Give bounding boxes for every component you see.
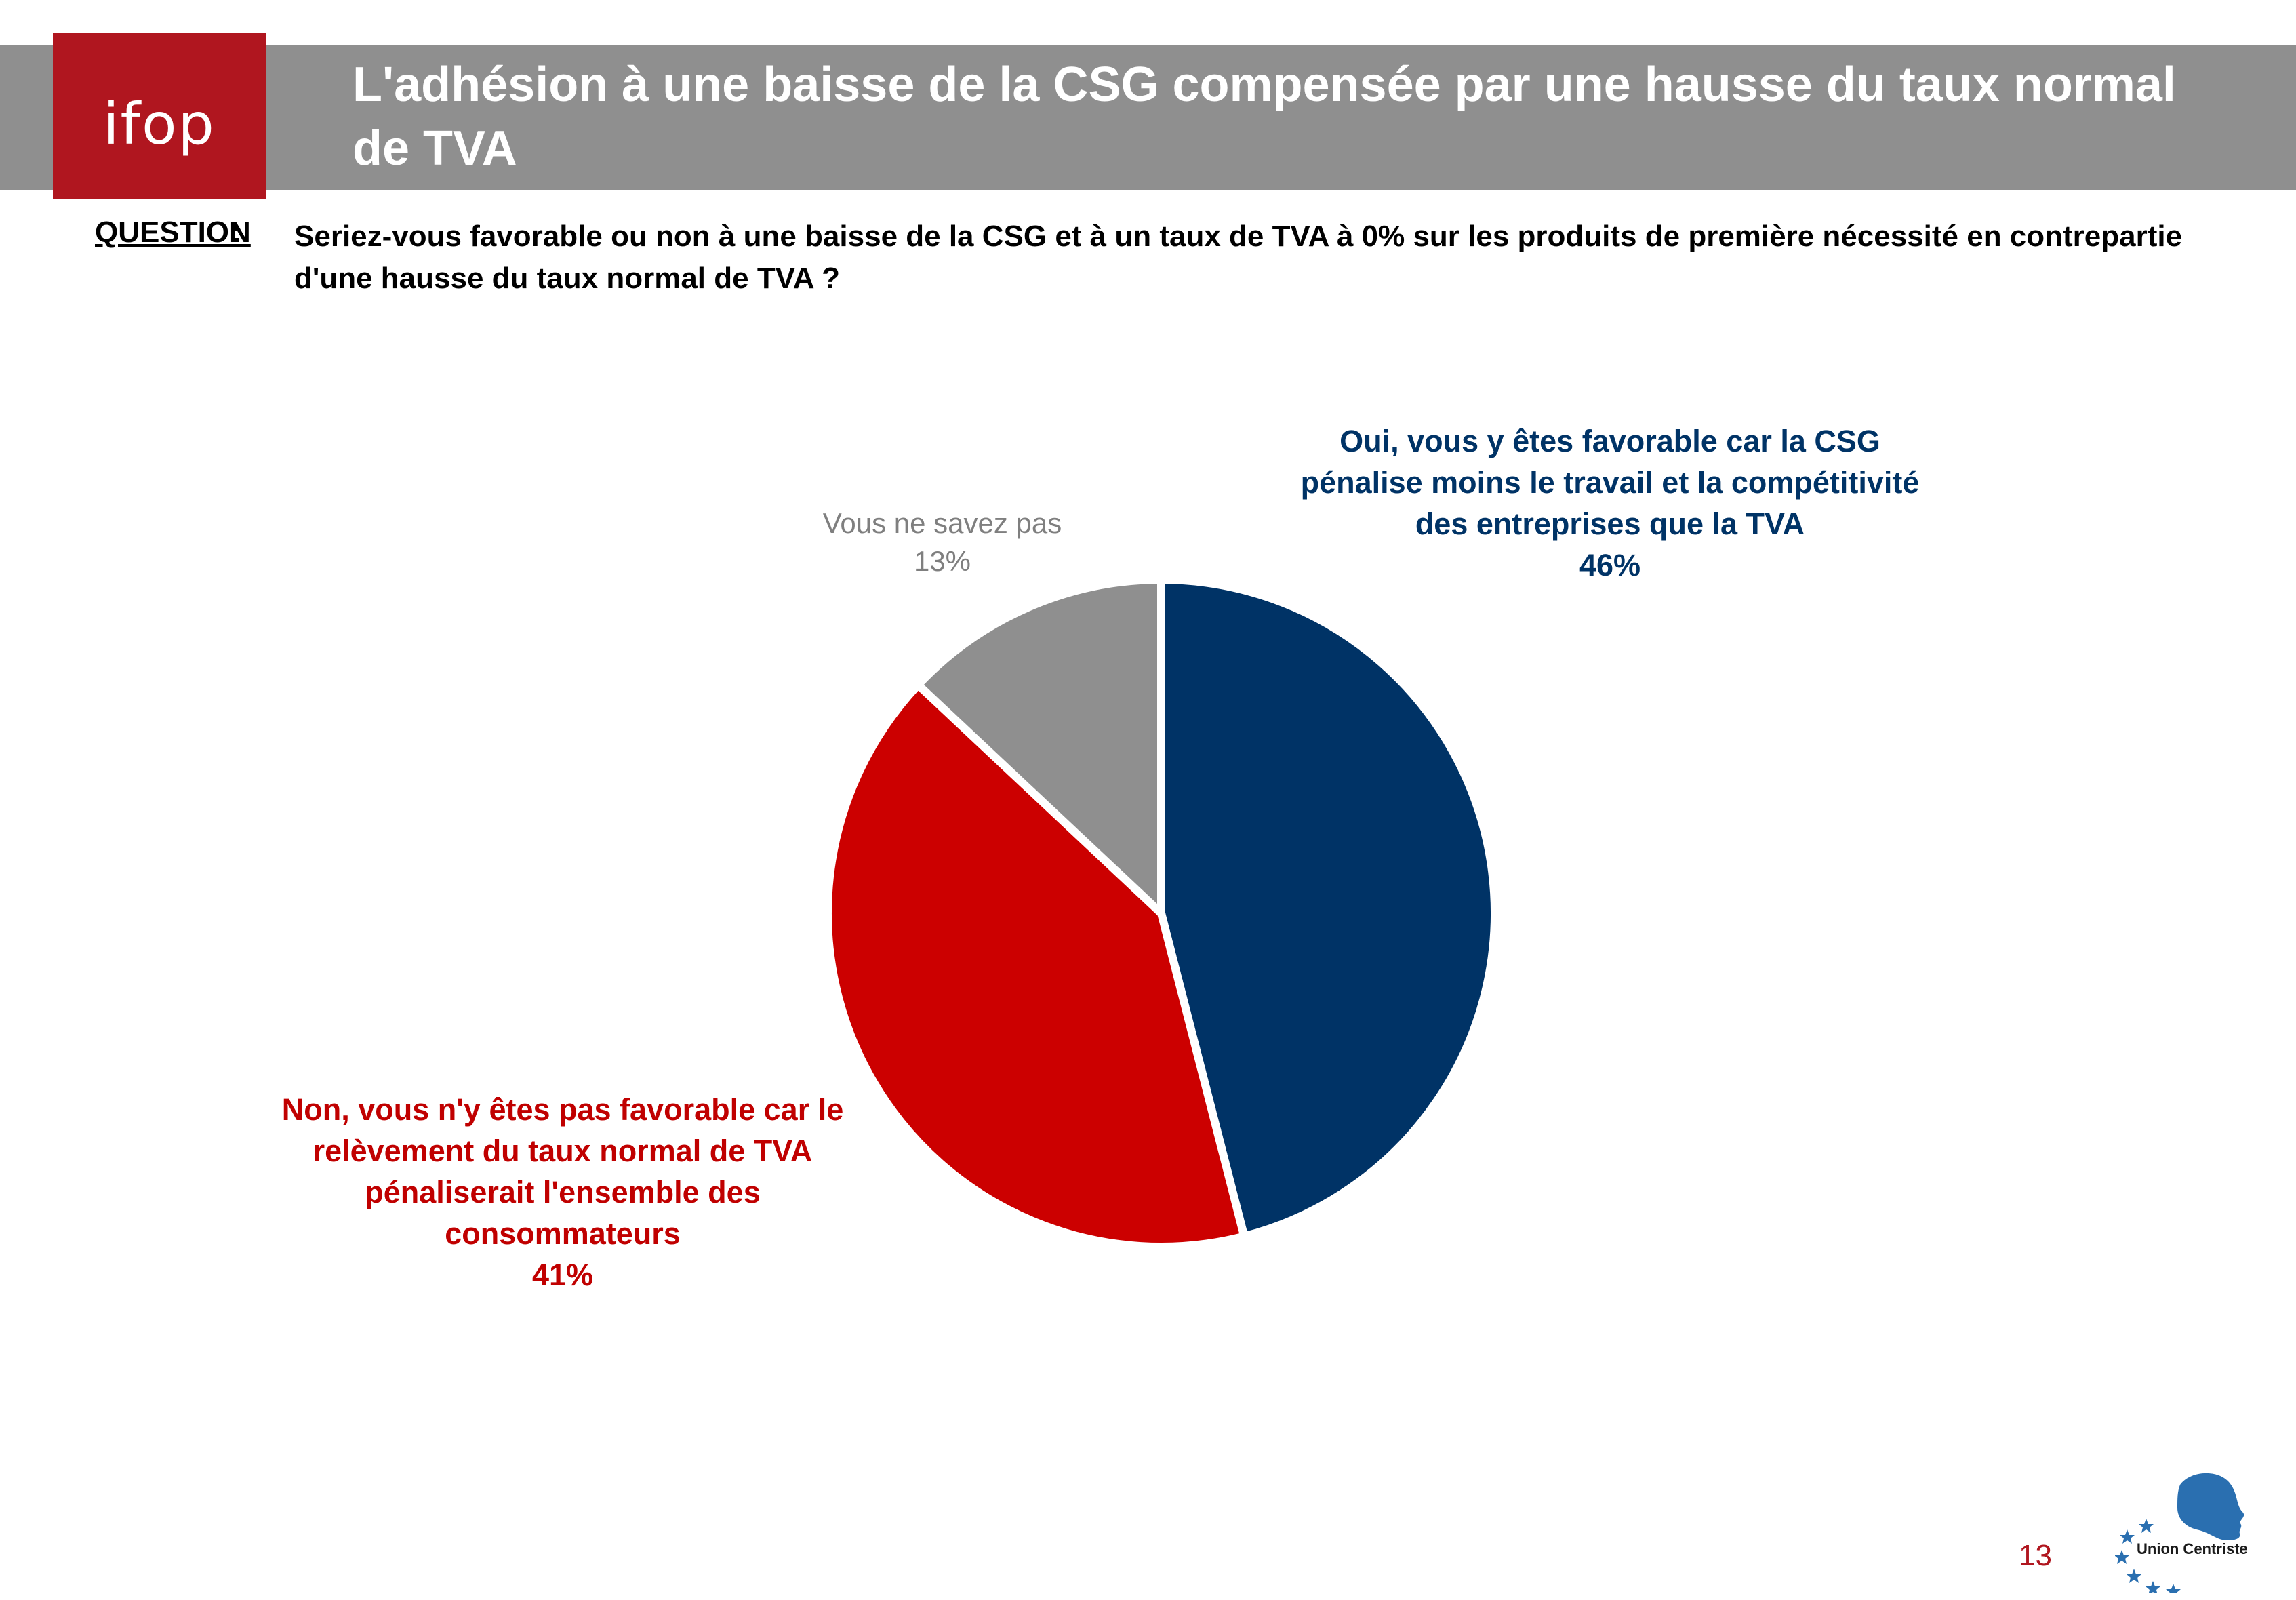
slice-label-non-value: 41% (531, 1258, 594, 1292)
page-title: L'adhésion à une baisse de la CSG compen… (353, 58, 2176, 176)
header-bar (0, 45, 2296, 190)
question-text: Seriez-vous favorable ou non à une baiss… (294, 220, 2183, 295)
logo-text: ifop (103, 91, 216, 157)
slice-label-nsp: Vous ne savez pas 13% (786, 504, 1098, 580)
ifop-logo: ifop (53, 33, 266, 199)
page-number: 13 (2019, 1539, 2052, 1572)
pie-slice-oui (1157, 576, 1499, 1241)
pie-slice-nsp (914, 576, 1165, 917)
partner-logo-text: Union Centriste (2137, 1540, 2248, 1557)
slice-label-oui-text: Oui, vous y êtes favorable car la CSG pé… (1300, 424, 1920, 541)
slice-label-oui: Oui, vous y êtes favorable car la CSG pé… (1274, 420, 1946, 586)
slice-label-oui-value: 46% (1579, 548, 1641, 582)
slice-label-nsp-value: 13% (913, 545, 971, 577)
profile-with-stars-icon (2115, 1473, 2244, 1593)
pie-slice-non (824, 681, 1249, 1251)
slice-label-nsp-text: Vous ne savez pas (822, 507, 1062, 539)
slice-label-non: Non, vous n'y êtes pas favorable car le … (258, 1089, 868, 1296)
question-colon: : (232, 216, 242, 249)
slice-label-non-text: Non, vous n'y êtes pas favorable car le … (281, 1092, 844, 1251)
question-label: QUESTION (95, 216, 251, 249)
